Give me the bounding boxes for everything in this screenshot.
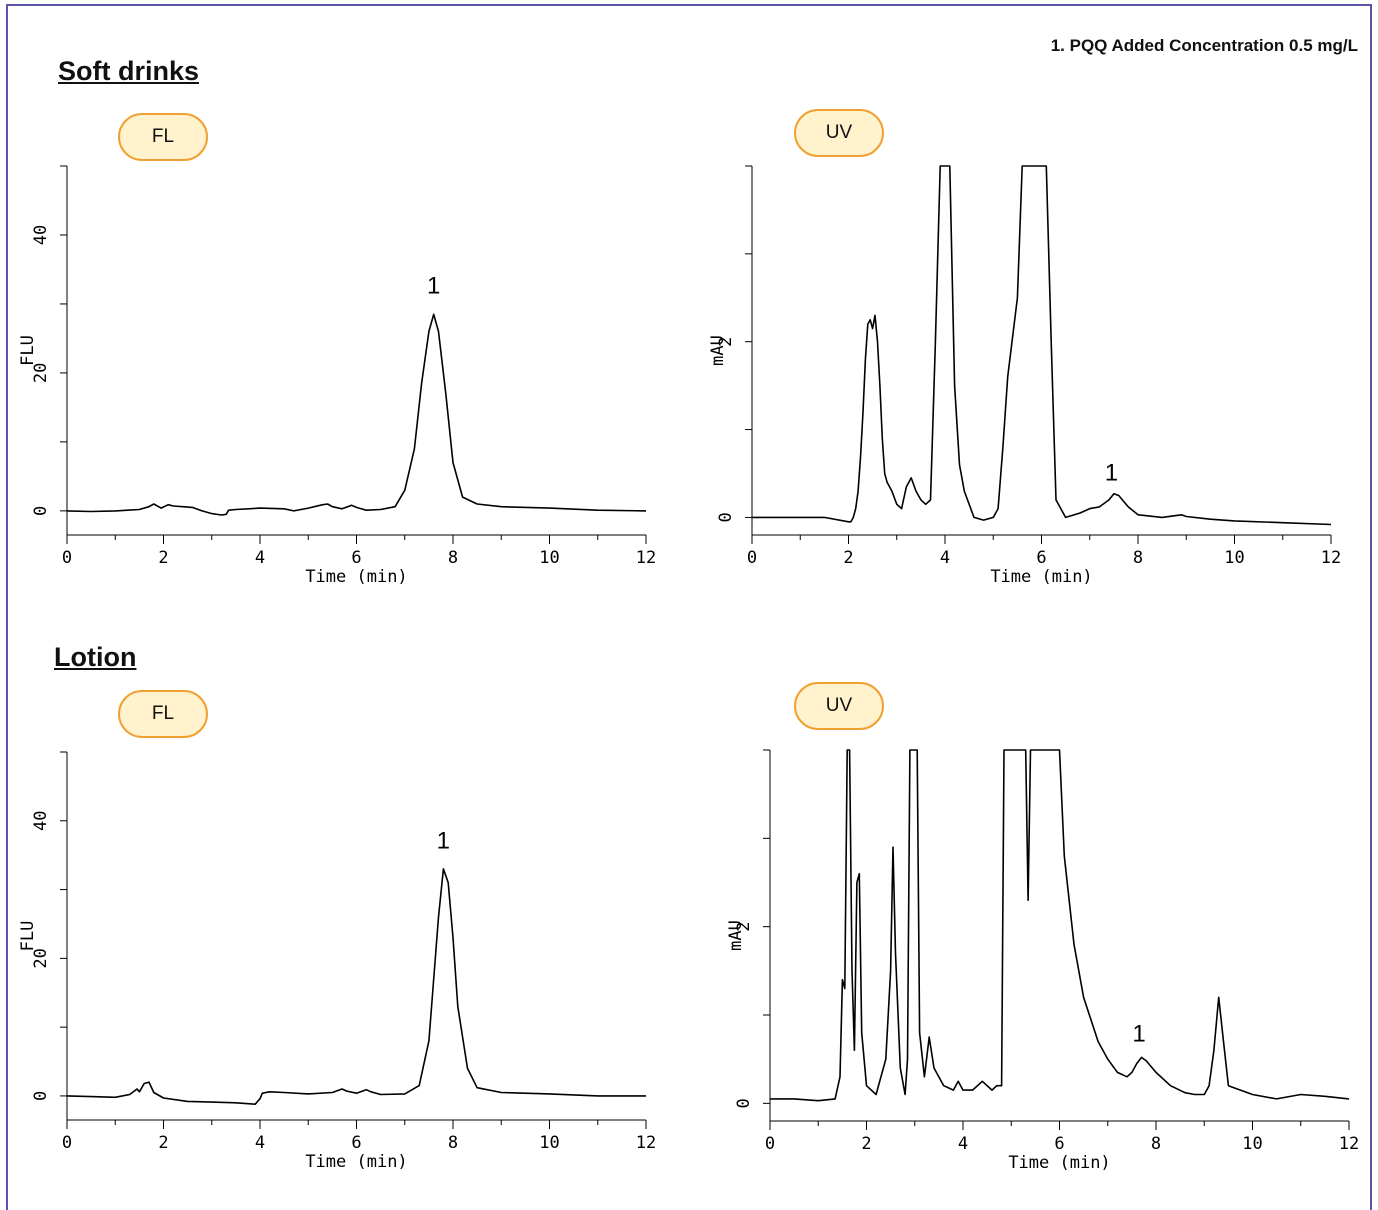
soft-uv-x-tick-label: 10 [1224,548,1244,568]
lotion-fl-peak-label: 1 [437,827,450,854]
soft-uv-x-tick-label: 12 [1321,548,1341,568]
soft-fl-x-tick-label: 4 [255,548,265,568]
figure-frame [6,4,1372,1210]
lotion-fl-x-tick-label: 0 [62,1133,72,1153]
soft-fl-trace [66,313,647,516]
soft-fl-x-axis-title: Time (min) [305,567,407,587]
soft-uv-x-tick-label: 2 [843,548,853,568]
soft-fl-y-tick-label: 40 [31,225,51,245]
fl-detector-badge: FL [118,113,208,161]
soft-fl-x-tick-label: 6 [351,548,361,568]
soft-fl-x-tick-label: 12 [636,548,656,568]
uv-detector-badge-lotion: UV [794,682,884,730]
soft-uv-peak-label: 1 [1105,460,1118,487]
lotion-uv-y-tick-label: 2 [734,922,754,932]
lotion-uv-x-tick-label: 4 [958,1134,968,1154]
soft-fl-peak-label: 1 [427,273,440,300]
soft-fl-y-tick-label: 0 [31,506,51,516]
soft-fl-x-tick-label: 0 [62,548,72,568]
section-title-lotion: Lotion [54,642,137,672]
lotion-fl-y-tick-label: 0 [31,1091,51,1101]
soft-uv-y-tick-label: 2 [716,337,736,347]
lotion-fl-y-tick-label: 20 [31,948,51,968]
lotion-fl-y-axis-title: FLU [18,921,38,952]
concentration-note: 1. PQQ Added Concentration 0.5 mg/L [1050,36,1358,55]
lotion-fl-trace [66,868,646,1105]
lotion-uv-peak-label: 1 [1132,1021,1145,1048]
soft-fl-x-tick-label: 10 [539,548,559,568]
lotion-uv-trace [770,749,1350,1102]
soft-uv-trace [752,165,1332,526]
lotion-fl-x-tick-label: 2 [158,1133,168,1153]
uv-detector-badge: UV [794,109,884,157]
soft-uv-x-tick-label: 8 [1133,548,1143,568]
lotion-uv-x-tick-label: 6 [1054,1134,1064,1154]
lotion-uv-x-tick-label: 2 [861,1134,871,1154]
soft-uv-x-tick-label: 4 [940,548,950,568]
lotion-uv-x-tick-label: 0 [765,1134,775,1154]
lotion-uv-y-tick-label: 0 [734,1098,754,1108]
lotion-fl-x-tick-label: 4 [255,1133,265,1153]
lotion-uv-x-tick-label: 12 [1339,1134,1359,1154]
soft-fl-y-tick-label: 20 [31,363,51,383]
soft-uv-y-tick-label: 0 [716,512,736,522]
lotion-uv-x-axis-title: Time (min) [1008,1153,1110,1173]
soft-fl-y-axis-title: FLU [18,335,38,366]
lotion-uv-x-tick-label: 10 [1242,1134,1262,1154]
fl-detector-badge-lotion: FL [118,690,208,738]
soft-fl-x-tick-label: 2 [158,548,168,568]
lotion-fl-x-tick-label: 12 [636,1133,656,1153]
soft-fl-x-tick-label: 8 [448,548,458,568]
lotion-fl-x-tick-label: 8 [448,1133,458,1153]
soft-uv-x-tick-label: 0 [747,548,757,568]
soft-uv-y-axis-title: mAU [708,335,728,366]
lotion-fl-y-tick-label: 40 [31,811,51,831]
lotion-fl-x-tick-label: 10 [539,1133,559,1153]
section-title-soft-drinks: Soft drinks [58,56,200,86]
lotion-uv-y-axis-title: mAU [726,920,746,951]
lotion-uv-x-tick-label: 8 [1151,1134,1161,1154]
lotion-fl-x-axis-title: Time (min) [305,1152,407,1172]
soft-uv-x-tick-label: 6 [1036,548,1046,568]
lotion-fl-x-tick-label: 6 [351,1133,361,1153]
soft-uv-x-axis-title: Time (min) [990,567,1092,587]
